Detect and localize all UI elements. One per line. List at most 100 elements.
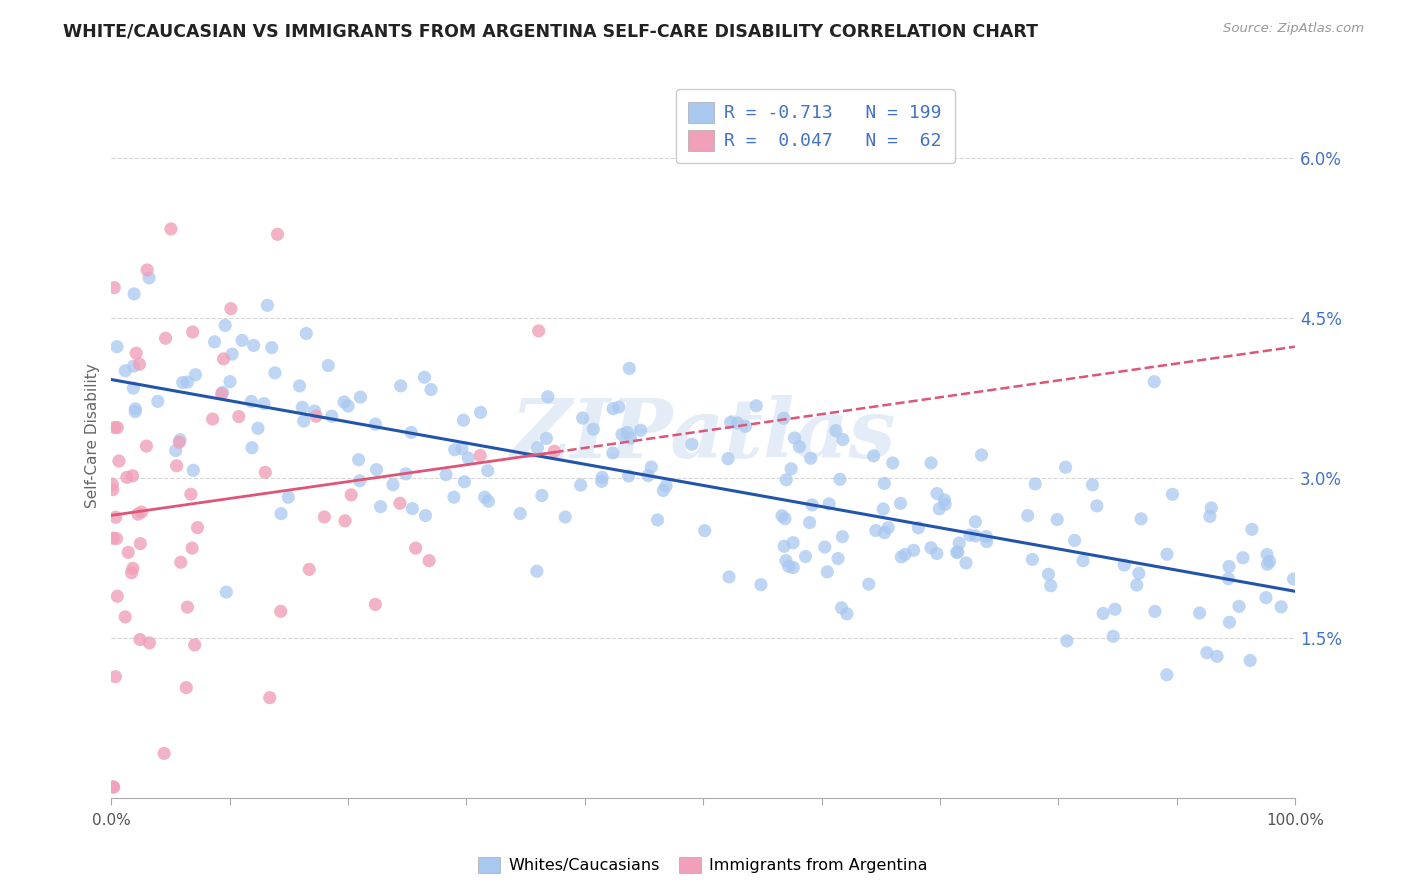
Point: [347, 452, 370, 467]
Point: [399, 425, 422, 440]
Point: [288, 379, 311, 393]
Point: [890, 549, 912, 564]
Legend: Whites/Caucasians, Immigrants from Argentina: Whites/Caucasians, Immigrants from Argen…: [472, 850, 934, 880]
Point: [101, 483, 124, 497]
Point: [105, 589, 128, 603]
Point: [470, 449, 492, 463]
Point: [101, 531, 124, 545]
Point: [128, 357, 150, 371]
Point: [256, 298, 278, 312]
Point: [1218, 559, 1240, 574]
Point: [965, 529, 987, 543]
Point: [104, 510, 127, 524]
Point: [160, 222, 183, 236]
Point: [129, 632, 152, 647]
Point: [835, 607, 858, 621]
Point: [1039, 579, 1062, 593]
Point: [153, 747, 176, 761]
Point: [451, 442, 474, 456]
Point: [858, 577, 880, 591]
Point: [477, 494, 499, 508]
Point: [828, 472, 851, 486]
Point: [1102, 629, 1125, 643]
Point: [270, 507, 292, 521]
Point: [259, 690, 281, 705]
Point: [526, 564, 548, 578]
Y-axis label: Self-Care Disability: Self-Care Disability: [86, 363, 100, 508]
Point: [129, 536, 152, 550]
Point: [1218, 615, 1240, 630]
Point: [920, 541, 942, 555]
Point: [693, 524, 716, 538]
Point: [270, 604, 292, 618]
Point: [1218, 572, 1240, 586]
Point: [136, 263, 159, 277]
Point: [228, 409, 250, 424]
Point: [554, 510, 576, 524]
Point: [101, 477, 124, 491]
Point: [219, 375, 242, 389]
Point: [718, 570, 741, 584]
Point: [1085, 499, 1108, 513]
Point: [201, 412, 224, 426]
Point: [174, 681, 197, 695]
Point: [370, 500, 392, 514]
Point: [959, 528, 981, 542]
Point: [181, 325, 204, 339]
Text: WHITE/CAUCASIAN VS IMMIGRANTS FROM ARGENTINA SELF-CARE DISABILITY CORRELATION CH: WHITE/CAUCASIAN VS IMMIGRANTS FROM ARGEN…: [63, 22, 1038, 40]
Text: Source: ZipAtlas.com: Source: ZipAtlas.com: [1223, 22, 1364, 36]
Point: [965, 515, 987, 529]
Point: [1046, 513, 1069, 527]
Point: [254, 466, 277, 480]
Point: [814, 540, 837, 554]
Point: [420, 383, 443, 397]
Point: [773, 511, 796, 525]
Point: [105, 532, 128, 546]
Point: [121, 468, 143, 483]
Point: [477, 464, 499, 478]
Point: [831, 600, 853, 615]
Point: [124, 405, 146, 419]
Point: [607, 400, 630, 414]
Point: [221, 347, 243, 361]
Point: [780, 462, 803, 476]
Point: [815, 565, 838, 579]
Point: [801, 498, 824, 512]
Point: [121, 561, 143, 575]
Point: [215, 585, 238, 599]
Point: [1239, 653, 1261, 667]
Point: [186, 520, 208, 534]
Point: [1240, 522, 1263, 536]
Point: [240, 394, 263, 409]
Point: [204, 334, 226, 349]
Point: [181, 541, 204, 555]
Point: [231, 334, 253, 348]
Point: [569, 478, 592, 492]
Point: [831, 530, 853, 544]
Legend: R = -0.713   N = 199, R =  0.047   N =  62: R = -0.713 N = 199, R = 0.047 N = 62: [676, 89, 955, 163]
Point: [1156, 667, 1178, 681]
Point: [349, 474, 371, 488]
Point: [794, 549, 817, 564]
Point: [1038, 567, 1060, 582]
Point: [122, 359, 145, 373]
Point: [681, 437, 703, 451]
Point: [104, 420, 127, 434]
Point: [734, 419, 756, 434]
Point: [1021, 552, 1043, 566]
Point: [176, 600, 198, 615]
Point: [181, 463, 204, 477]
Point: [889, 496, 911, 510]
Point: [928, 501, 950, 516]
Point: [401, 501, 423, 516]
Point: [453, 475, 475, 489]
Point: [948, 536, 970, 550]
Point: [212, 351, 235, 366]
Point: [934, 492, 956, 507]
Point: [470, 405, 492, 419]
Point: [166, 458, 188, 473]
Point: [1282, 572, 1305, 586]
Point: [155, 331, 177, 345]
Point: [1256, 548, 1278, 562]
Point: [418, 554, 440, 568]
